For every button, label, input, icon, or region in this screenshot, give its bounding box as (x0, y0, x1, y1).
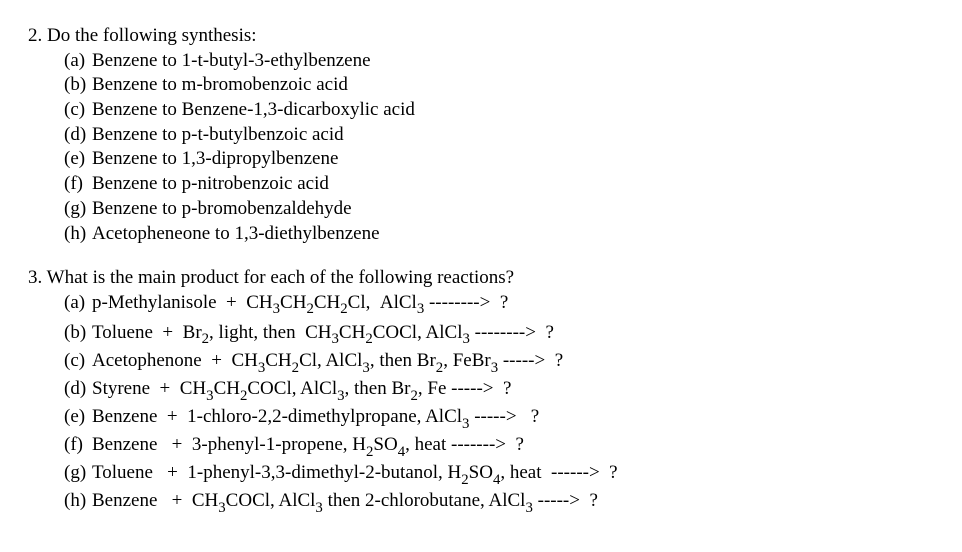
part-text: Styrene + CH3CH2COCl, AlCl3, then Br2, F… (92, 378, 511, 399)
part-label: (h) (64, 222, 92, 247)
part-text: Benzene to p-t-butylbenzoic acid (92, 124, 344, 145)
q3-part-c: (c)Acetophenone + CH3CH2Cl, AlCl3, then … (64, 349, 934, 377)
question-2-number: 2. (28, 25, 42, 46)
part-label: (h) (64, 489, 92, 514)
part-label: (b) (64, 321, 92, 346)
part-label: (d) (64, 377, 92, 402)
q3-part-b: (b)Toluene + Br2, light, then CH3CH2COCl… (64, 321, 934, 349)
question-2: 2. Do the following synthesis: (a)Benzen… (28, 24, 934, 246)
q3-part-h: (h)Benzene + CH3COCl, AlCl3 then 2-chlor… (64, 489, 934, 517)
q2-part-e: (e)Benzene to 1,3-dipropylbenzene (64, 147, 934, 172)
part-label: (g) (64, 461, 92, 486)
part-label: (e) (64, 405, 92, 430)
part-text: Benzene + 3-phenyl-1-propene, H2SO4, hea… (92, 434, 524, 455)
q3-part-d: (d)Styrene + CH3CH2COCl, AlCl3, then Br2… (64, 377, 934, 405)
part-text: Benzene + 1-chloro-2,2-dimethylpropane, … (92, 406, 539, 427)
part-text: Benzene to p-nitrobenzoic acid (92, 173, 329, 194)
part-label: (e) (64, 147, 92, 172)
question-3-parts: (a)p-Methylanisole + CH3CH2CH2Cl, AlCl3 … (28, 291, 934, 517)
q2-part-f: (f)Benzene to p-nitrobenzoic acid (64, 172, 934, 197)
part-label: (c) (64, 349, 92, 374)
part-text: Benzene + CH3COCl, AlCl3 then 2-chlorobu… (92, 490, 598, 511)
q3-part-a: (a)p-Methylanisole + CH3CH2CH2Cl, AlCl3 … (64, 291, 934, 319)
q2-part-a: (a)Benzene to 1-t-butyl-3-ethylbenzene (64, 49, 934, 74)
part-label: (c) (64, 98, 92, 123)
part-text: Benzene to 1-t-butyl-3-ethylbenzene (92, 50, 371, 71)
part-label: (g) (64, 197, 92, 222)
part-label: (f) (64, 172, 92, 197)
part-text: Benzene to Benzene-1,3-dicarboxylic acid (92, 99, 415, 120)
question-3-stem: 3. What is the main product for each of … (28, 266, 934, 291)
q2-part-c: (c)Benzene to Benzene-1,3-dicarboxylic a… (64, 98, 934, 123)
part-label: (d) (64, 123, 92, 148)
q3-part-e: (e)Benzene + 1-chloro-2,2-dimethylpropan… (64, 405, 934, 433)
question-3-number: 3. (28, 267, 42, 288)
q2-part-g: (g)Benzene to p-bromobenzaldehyde (64, 197, 934, 222)
part-label: (a) (64, 49, 92, 74)
part-text: Toluene + Br2, light, then CH3CH2COCl, A… (92, 322, 554, 343)
part-text: Benzene to 1,3-dipropylbenzene (92, 148, 338, 169)
part-text: p-Methylanisole + CH3CH2CH2Cl, AlCl3 ---… (92, 292, 508, 313)
question-2-stem: 2. Do the following synthesis: (28, 24, 934, 49)
q2-part-b: (b)Benzene to m-bromobenzoic acid (64, 73, 934, 98)
part-label: (b) (64, 73, 92, 98)
part-text: Acetopheneone to 1,3-diethylbenzene (92, 223, 380, 244)
part-text: Benzene to m-bromobenzoic acid (92, 74, 348, 95)
part-label: (f) (64, 433, 92, 458)
part-text: Acetophenone + CH3CH2Cl, AlCl3, then Br2… (92, 350, 563, 371)
part-text: Toluene + 1-phenyl-3,3-dimethyl-2-butano… (92, 462, 618, 483)
part-text: Benzene to p-bromobenzaldehyde (92, 198, 352, 219)
question-2-parts: (a)Benzene to 1-t-butyl-3-ethylbenzene (… (28, 49, 934, 247)
part-label: (a) (64, 291, 92, 316)
question-3-stem-text: What is the main product for each of the… (47, 267, 514, 288)
q3-part-f: (f)Benzene + 3-phenyl-1-propene, H2SO4, … (64, 433, 934, 461)
q2-part-h: (h)Acetopheneone to 1,3-diethylbenzene (64, 222, 934, 247)
q2-part-d: (d)Benzene to p-t-butylbenzoic acid (64, 123, 934, 148)
q3-part-g: (g)Toluene + 1-phenyl-3,3-dimethyl-2-but… (64, 461, 934, 489)
question-3: 3. What is the main product for each of … (28, 266, 934, 517)
question-2-stem-text: Do the following synthesis: (47, 25, 257, 46)
